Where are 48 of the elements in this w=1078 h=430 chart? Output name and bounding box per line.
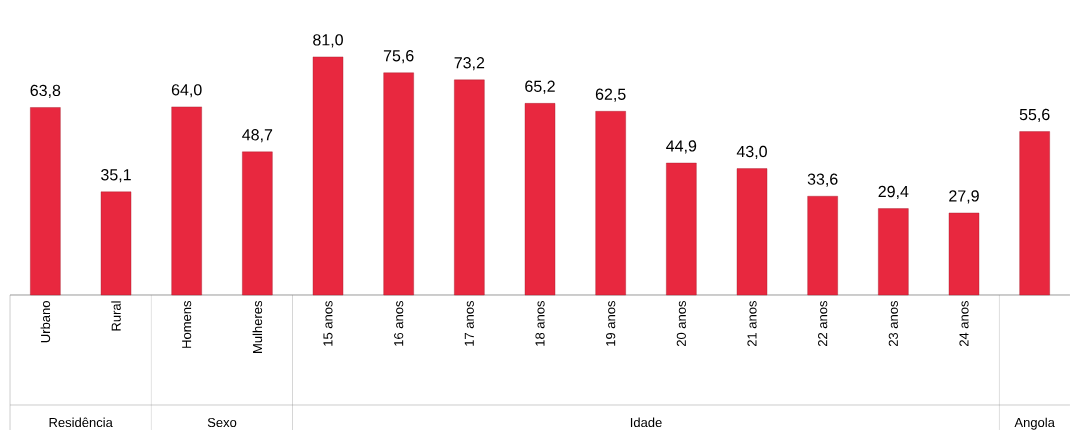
- x-tick-label: 22 anos: [818, 301, 828, 347]
- data-label: 29,4: [878, 185, 909, 200]
- x-tick-label: 16 anos: [394, 301, 404, 346]
- bar: [100, 191, 132, 296]
- text: Idade: [630, 417, 662, 428]
- bar: [383, 72, 414, 296]
- data-label: 75,6: [383, 50, 414, 64]
- x-tick-label: 20 anos: [676, 301, 686, 347]
- x-tick-label: Mulheres: [252, 300, 263, 353]
- bar: [524, 103, 556, 296]
- x-tick-label: 23 anos: [888, 301, 898, 347]
- x-tick-label: 15 anos: [323, 301, 333, 346]
- data-label: 48,7: [242, 129, 273, 143]
- text: Residência: [49, 417, 113, 428]
- data-label: 27,9: [949, 190, 979, 204]
- bar: [312, 56, 344, 296]
- bar: [30, 107, 61, 296]
- x-tick-label: 19 anos: [606, 301, 616, 346]
- bar: [807, 196, 838, 296]
- data-label: 64,0: [171, 84, 202, 98]
- data-label: 62,5: [595, 88, 626, 102]
- data-label: 43,0: [736, 145, 767, 160]
- x-tick-label: Homens: [182, 300, 192, 348]
- x-tick-label: Urbano: [40, 301, 51, 343]
- data-label: 63,8: [30, 84, 61, 98]
- bar: [878, 208, 909, 296]
- x-tick-label: 24 anos: [959, 301, 969, 347]
- data-label: 35,1: [101, 169, 131, 183]
- data-label: 81,0: [313, 34, 343, 48]
- text: Sexo: [207, 417, 237, 428]
- data-label: 44,9: [666, 140, 697, 154]
- x-tick-label: 18 anos: [535, 301, 545, 346]
- data-label: 73,2: [454, 57, 485, 71]
- x-tick-label: 17 anos: [464, 301, 474, 346]
- data-label: 65,2: [525, 80, 555, 94]
- bar: [242, 151, 273, 296]
- x-tick-label: 21 anos: [747, 301, 757, 347]
- data-label: 55,6: [1019, 108, 1050, 123]
- data-label: 33,6: [807, 173, 838, 187]
- bar: [1019, 131, 1050, 296]
- bar: [666, 162, 697, 296]
- bar: [595, 111, 626, 296]
- x-tick-label: Rural: [111, 301, 121, 331]
- bar: [736, 168, 768, 296]
- bar: [171, 106, 202, 296]
- text: Angola: [1014, 417, 1055, 430]
- bar: [948, 212, 980, 296]
- bar: [454, 79, 485, 296]
